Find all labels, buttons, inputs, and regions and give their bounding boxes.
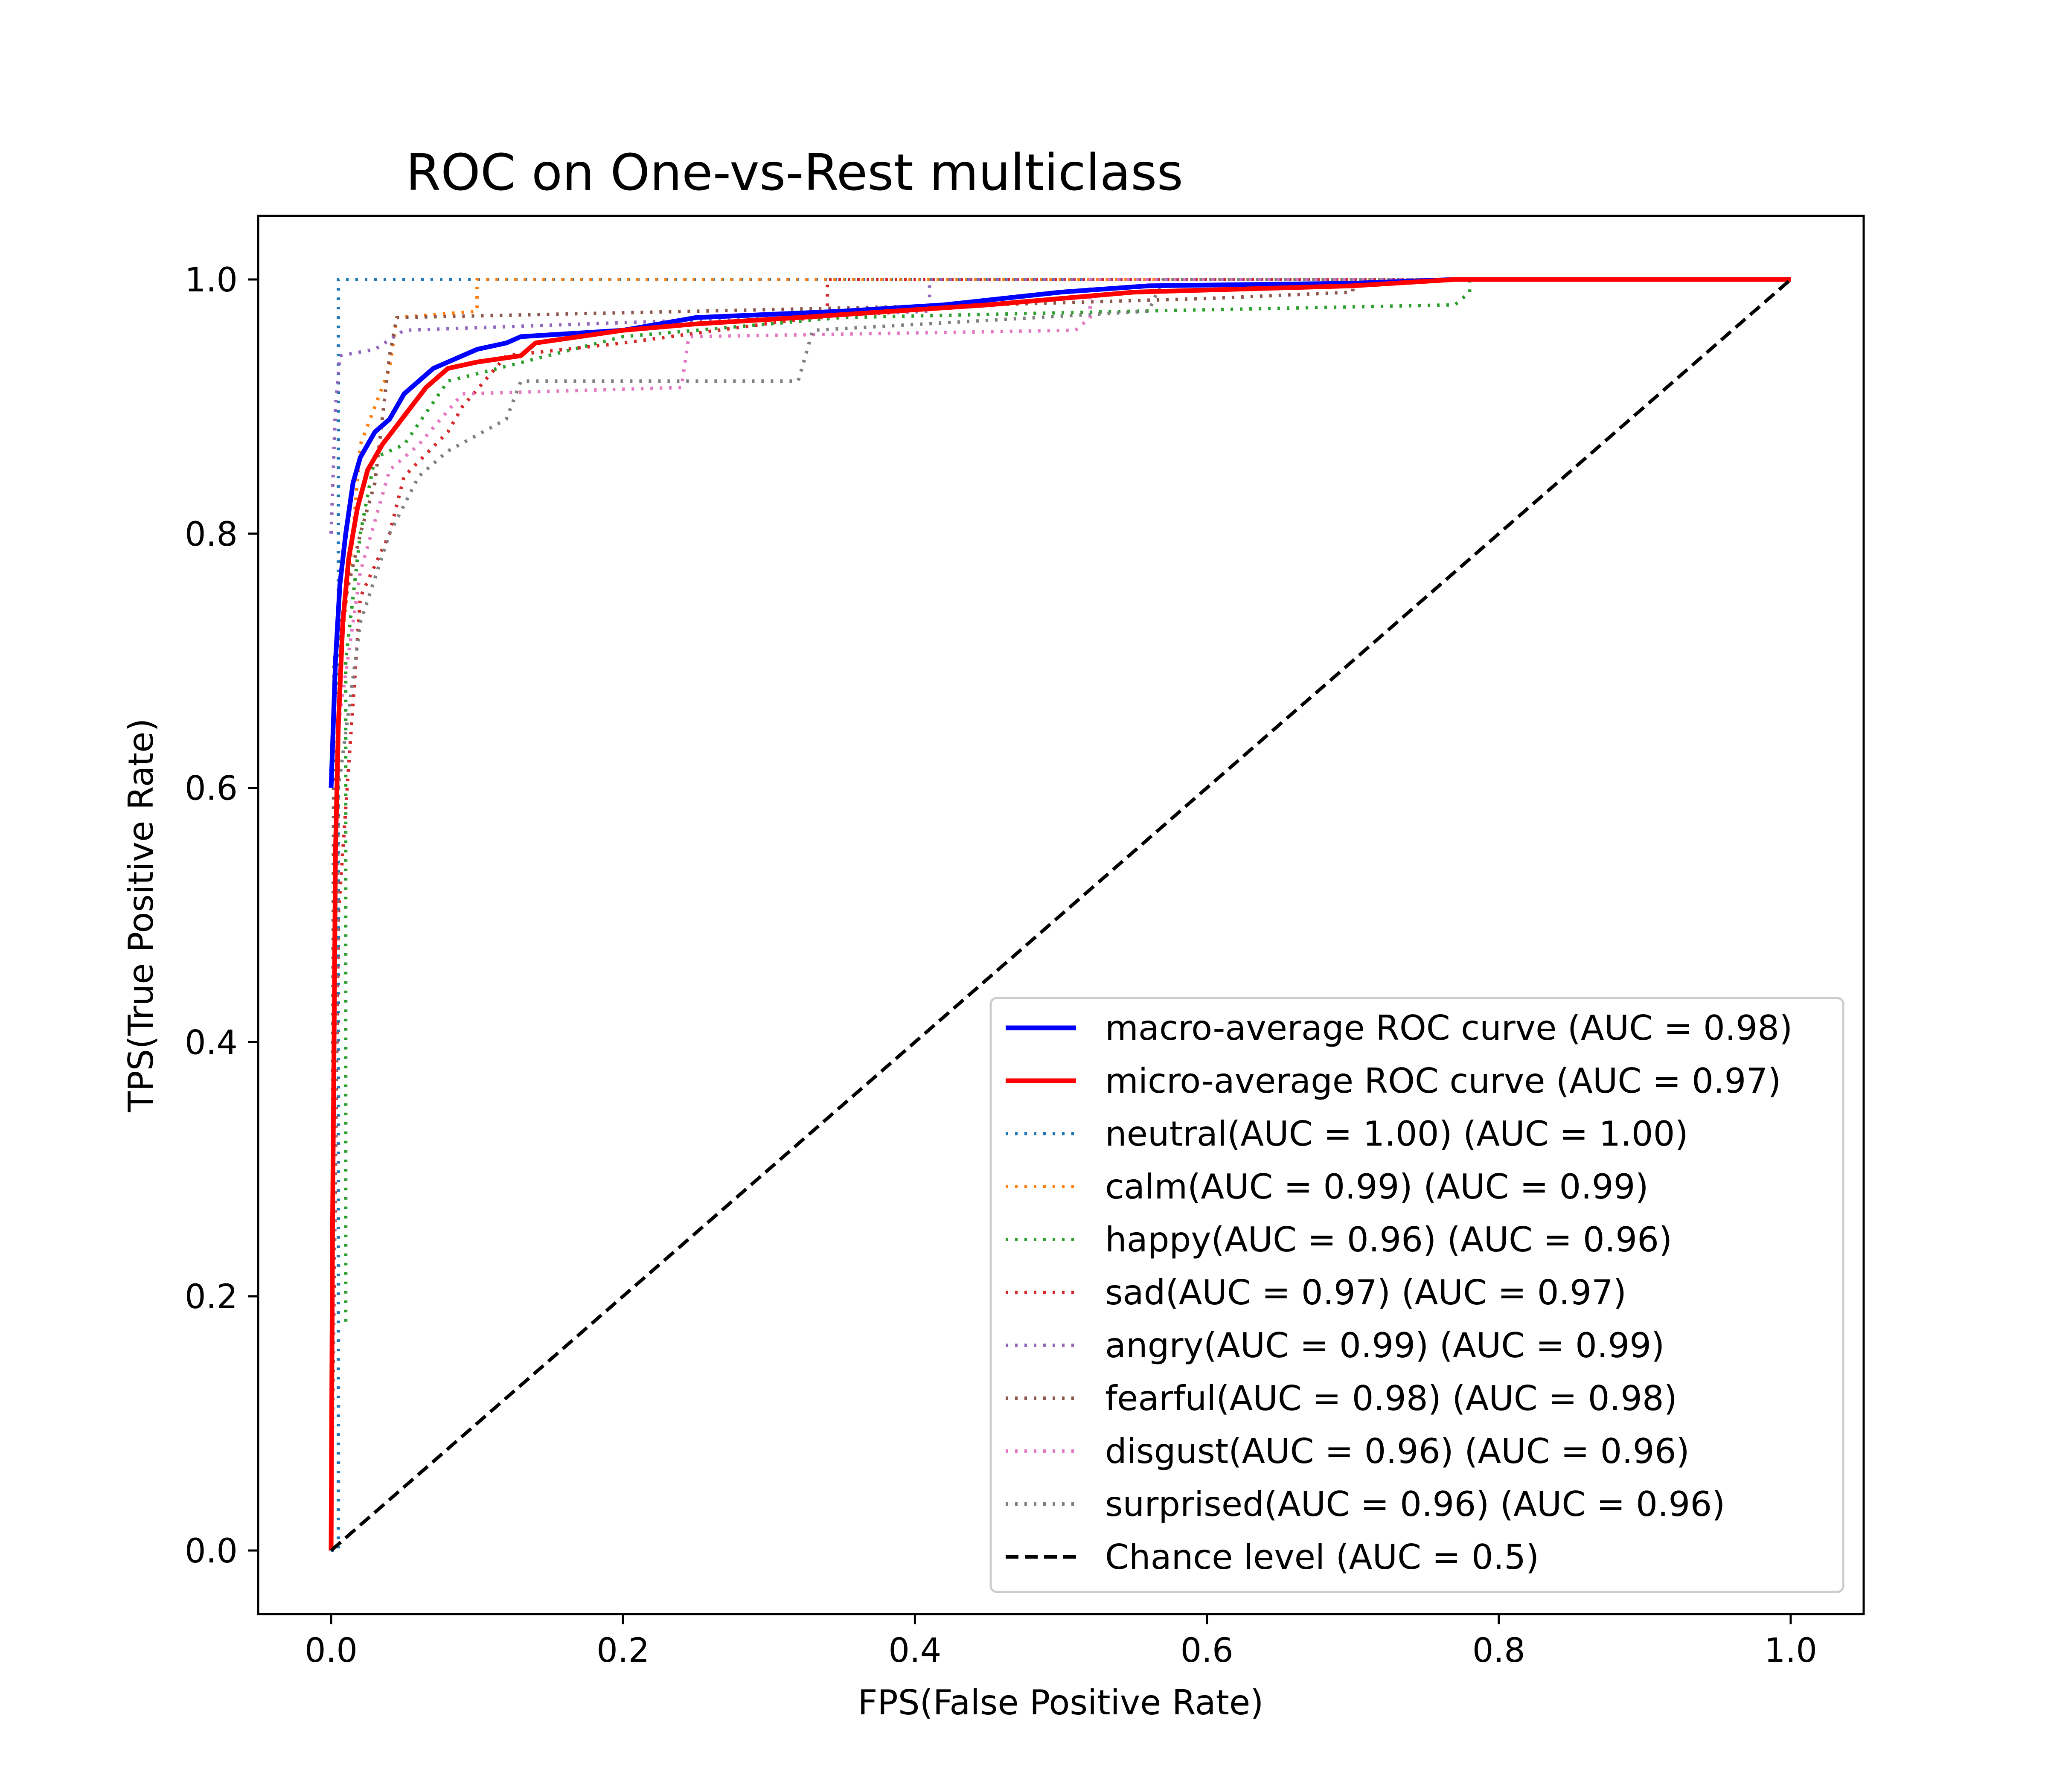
x-tick-label: 0.0 <box>305 1632 358 1670</box>
legend-frame <box>989 997 1844 1593</box>
y-tick-label: 1.0 <box>185 261 238 300</box>
x-axis-label: FPS(False Positive Rate) <box>858 1683 1264 1722</box>
y-tick-label: 0.2 <box>185 1278 238 1316</box>
series-layer <box>329 277 1792 1552</box>
y-tick-label: 0.8 <box>185 515 238 554</box>
legend-label: Chance level (AUC = 0.5) <box>1105 1537 1539 1577</box>
legend-label: fearful(AUC = 0.98) (AUC = 0.98) <box>1105 1379 1677 1418</box>
legend: macro-average ROC curve (AUC = 0.98) micr… <box>989 997 1844 1593</box>
ticks-layer: 0.0 0.2 0.4 0.6 0.8 1.0 0.0 0.2 0.4 0.6 0.8 1.0 <box>185 261 1817 1670</box>
legend-label: macro-average ROC curve (AUC = 0.98) <box>1105 1008 1792 1048</box>
x-tick-label: 0.6 <box>1181 1632 1233 1670</box>
series-line-happy <box>344 278 1791 1322</box>
legend-label: angry(AUC = 0.99) (AUC = 0.99) <box>1105 1326 1664 1365</box>
legend-label: sad(AUC = 0.97) (AUC = 0.97) <box>1105 1273 1626 1312</box>
series-line-fearful <box>329 278 1791 1551</box>
legend-label: disgust(AUC = 0.96) (AUC = 0.96) <box>1105 1431 1690 1471</box>
x-tick-label: 0.2 <box>596 1632 649 1670</box>
legend-label: surprised(AUC = 0.96) (AUC = 0.96) <box>1105 1484 1725 1524</box>
series-line-sad <box>329 278 1791 1551</box>
y-axis-label: TPS(True Positive Rate) <box>121 719 161 1113</box>
legend-label: neutral(AUC = 1.00) (AUC = 1.00) <box>1105 1114 1688 1154</box>
y-tick-label: 0.4 <box>185 1024 238 1062</box>
x-tick-label: 0.4 <box>888 1632 941 1670</box>
x-tick-label: 1.0 <box>1764 1632 1817 1670</box>
series-line-chance-level <box>330 278 1792 1552</box>
series-line-surprised <box>329 278 1791 1551</box>
series-line-macro-average-roc-curve <box>329 277 1791 788</box>
legend-label: calm(AUC = 0.99) (AUC = 0.99) <box>1105 1167 1649 1207</box>
legend-label: micro-average ROC curve (AUC = 0.97) <box>1105 1061 1781 1101</box>
plot-frame <box>257 215 1865 1615</box>
legend-label: happy(AUC = 0.96) (AUC = 0.96) <box>1105 1220 1672 1260</box>
y-tick-label: 0.0 <box>185 1532 238 1571</box>
y-tick-label: 0.6 <box>185 770 238 808</box>
series-line-micro-average-roc-curve <box>329 277 1791 1551</box>
chart-title: ROC on One-vs-Rest multiclass <box>406 143 1183 202</box>
x-tick-label: 0.8 <box>1472 1632 1525 1670</box>
